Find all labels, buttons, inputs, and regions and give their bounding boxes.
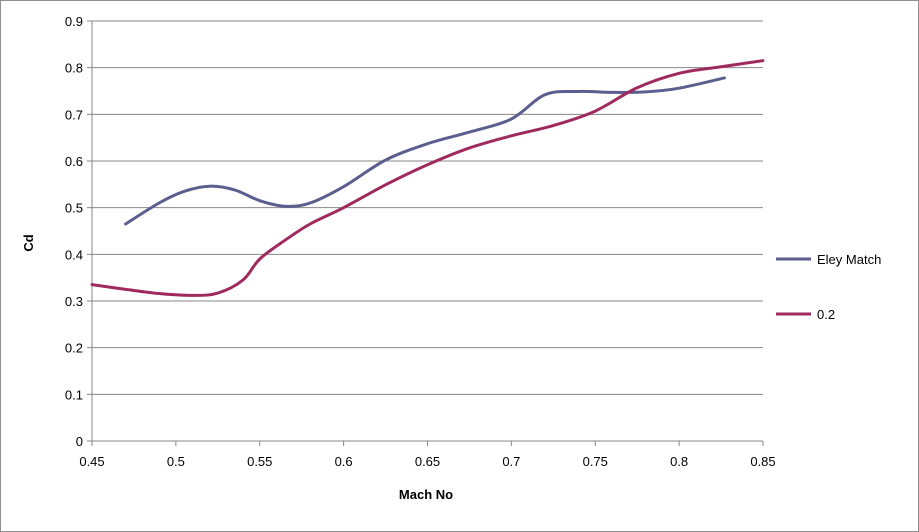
- tick-labels: 0 0.1 0.2 0.3 0.4 0.5 0.6 0.7 0.8 0.9 0.45 0.5 0.55 0…: [65, 14, 776, 469]
- y-tick-label: 0.8: [65, 61, 83, 76]
- gridlines: [92, 20, 763, 395]
- x-tick-label: 0.5: [167, 454, 185, 469]
- legend-label-0: Eley Match: [817, 252, 881, 267]
- y-tick-label: 0.4: [65, 247, 83, 262]
- legend: Eley Match 0.2: [776, 252, 881, 322]
- x-tick-label: 0.75: [583, 454, 608, 469]
- y-axis-title: Cd: [21, 234, 36, 251]
- series-line-0: [124, 76, 726, 226]
- y-tick-label: 0.5: [65, 201, 83, 216]
- y-tick-label: 0.9: [65, 14, 83, 29]
- x-axis-title: Mach No: [399, 487, 453, 502]
- legend-label-1: 0.2: [817, 307, 835, 322]
- axes: [87, 20, 764, 446]
- series-line-1: [90, 59, 765, 297]
- x-tick-label: 0.8: [670, 454, 688, 469]
- x-tick-label: 0.6: [335, 454, 353, 469]
- y-tick-label: 0.7: [65, 107, 83, 122]
- y-tick-label: 0: [76, 434, 83, 449]
- x-tick-label: 0.65: [415, 454, 440, 469]
- plot-series: [90, 59, 765, 297]
- x-tick-label: 0.7: [502, 454, 520, 469]
- y-tick-label: 0.6: [65, 154, 83, 169]
- x-tick-label: 0.45: [79, 454, 104, 469]
- y-tick-label: 0.1: [65, 387, 83, 402]
- x-tick-label: 0.55: [247, 454, 272, 469]
- x-tick-label: 0.85: [750, 454, 775, 469]
- y-tick-label: 0.2: [65, 341, 83, 356]
- y-tick-label: 0.3: [65, 294, 83, 309]
